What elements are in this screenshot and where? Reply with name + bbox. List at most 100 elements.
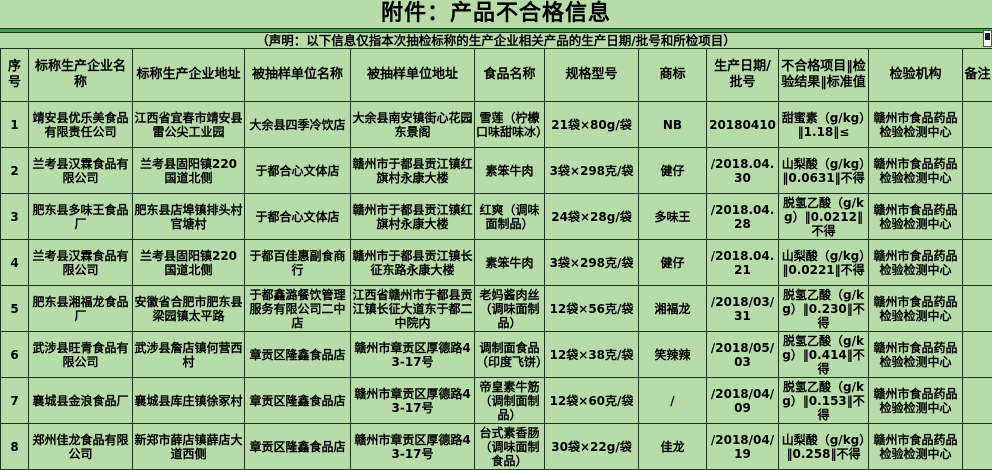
cell-serial: 3 bbox=[1, 194, 29, 240]
cell-sampled-unit-address: 赣州市章贡区厚德路43-17号 bbox=[351, 378, 475, 424]
declaration-text: （声明：以下信息仅指本次抽检标称的生产企业相关产品的生产日期/批号和所检项目） bbox=[0, 33, 992, 48]
cell-remarks bbox=[963, 148, 992, 194]
cell-remarks bbox=[963, 240, 992, 286]
cell-food-name: 帝皇素牛筋（调制面制品） bbox=[475, 378, 545, 424]
cell-serial: 1 bbox=[1, 102, 29, 148]
cell-sampled-unit-name: 于都百佳惠副食商行 bbox=[245, 240, 351, 286]
cell-production-date: /2018/04/09 bbox=[707, 378, 779, 424]
cell-spec-model: 24袋×28g/袋 bbox=[545, 194, 639, 240]
cell-producer-name: 肥东县湘福龙食品厂 bbox=[29, 286, 133, 332]
column-header-producer-address: 标称生产企业地址 bbox=[133, 49, 245, 102]
cell-food-name: 素笨牛肉 bbox=[475, 148, 545, 194]
cell-nonconforming-item: 脱氢乙酸（g/kg）‖0.153‖不得 bbox=[779, 378, 869, 424]
cell-producer-name: 肥东县多味王食品厂 bbox=[29, 194, 133, 240]
cell-nonconforming-item: 脱氢乙酸（g/kg）‖0.230‖不得 bbox=[779, 286, 869, 332]
cell-remarks bbox=[963, 286, 992, 332]
header-row: 序号标称生产企业名称标称生产企业地址被抽样单位名称被抽样单位地址食品名称规格型号… bbox=[1, 49, 992, 102]
cell-producer-address: 兰考县固阳镇220国道北侧 bbox=[133, 148, 245, 194]
cell-production-date: /2018.04.30 bbox=[707, 148, 779, 194]
cell-serial: 2 bbox=[1, 148, 29, 194]
column-header-nonconforming-item: 不合格项目‖检验结果‖标准值 bbox=[779, 49, 869, 102]
cell-inspection-agency: 赣州市食品药品检验检测中心 bbox=[869, 240, 963, 286]
cell-production-date: /2018/05/03 bbox=[707, 332, 779, 378]
cell-producer-name: 兰考县汉霖食品有限公司 bbox=[29, 240, 133, 286]
cell-sampled-unit-name: 章贡区隆鑫食品店 bbox=[245, 332, 351, 378]
cell-serial: 8 bbox=[1, 424, 29, 470]
cell-inspection-agency: 赣州市食品药品检验检测中心 bbox=[869, 102, 963, 148]
column-header-trademark: 商标 bbox=[639, 49, 707, 102]
cell-food-name: 调制面食品（印度飞饼） bbox=[475, 332, 545, 378]
cell-trademark: 多味王 bbox=[639, 194, 707, 240]
scrollbar-thumb[interactable] bbox=[985, 33, 990, 40]
cell-trademark: 笑辣辣 bbox=[639, 332, 707, 378]
cell-spec-model: 12袋×60克/袋 bbox=[545, 378, 639, 424]
cell-inspection-agency: 赣州市食品药品检验检测中心 bbox=[869, 378, 963, 424]
cell-producer-name: 靖安县优乐美食品有限责任公司 bbox=[29, 102, 133, 148]
cell-sampled-unit-name: 章贡区隆鑫食品店 bbox=[245, 378, 351, 424]
cell-sampled-unit-address: 赣州市于都县贡江镇红旗村永康大楼 bbox=[351, 194, 475, 240]
cell-trademark: 健仔 bbox=[639, 240, 707, 286]
scrollbar[interactable] bbox=[983, 30, 992, 47]
cell-producer-address: 安徽省合肥市肥东县梁园镇太平路 bbox=[133, 286, 245, 332]
cell-sampled-unit-name: 于都合心文体店 bbox=[245, 194, 351, 240]
cell-spec-model: 3袋×298克/袋 bbox=[545, 148, 639, 194]
cell-serial: 4 bbox=[1, 240, 29, 286]
cell-trademark: / bbox=[639, 378, 707, 424]
cell-nonconforming-item: 山梨酸（g/kg）‖0.0221‖不得 bbox=[779, 240, 869, 286]
cell-food-name: 雪莲（柠檬口味甜味冰） bbox=[475, 102, 545, 148]
nonconforming-products-table: 序号标称生产企业名称标称生产企业地址被抽样单位名称被抽样单位地址食品名称规格型号… bbox=[0, 48, 992, 470]
cell-remarks bbox=[963, 102, 992, 148]
column-header-serial: 序号 bbox=[1, 49, 29, 102]
cell-nonconforming-item: 甜蜜素（g/kg）‖1.18‖≤ bbox=[779, 102, 869, 148]
cell-remarks bbox=[963, 194, 992, 240]
cell-remarks bbox=[963, 332, 992, 378]
cell-trademark: 湘福龙 bbox=[639, 286, 707, 332]
cell-nonconforming-item: 山梨酸（g/kg）‖0.258‖不得 bbox=[779, 424, 869, 470]
cell-production-date: 20180410 bbox=[707, 102, 779, 148]
cell-producer-address: 襄城县库庄镇徐冢村 bbox=[133, 378, 245, 424]
cell-producer-name: 兰考县汉霖食品有限公司 bbox=[29, 148, 133, 194]
cell-sampled-unit-address: 赣州市于都县贡江镇长征东路永康大楼 bbox=[351, 240, 475, 286]
cell-production-date: /2018.04.28 bbox=[707, 194, 779, 240]
cell-sampled-unit-name: 于都合心文体店 bbox=[245, 148, 351, 194]
cell-producer-name: 郑州佳龙食品有限公司 bbox=[29, 424, 133, 470]
cell-inspection-agency: 赣州市食品药品检验检测中心 bbox=[869, 194, 963, 240]
cell-spec-model: 12袋×38克/袋 bbox=[545, 332, 639, 378]
cell-trademark: 佳龙 bbox=[639, 424, 707, 470]
cell-sampled-unit-address: 江西省赣州市于都县贡江镇长征大道东于都二中院内 bbox=[351, 286, 475, 332]
cell-producer-name: 武涉县旺青食品有限公司 bbox=[29, 332, 133, 378]
column-header-food-name: 食品名称 bbox=[475, 49, 545, 102]
cell-producer-address: 新郑市薛店镇薛店大道西侧 bbox=[133, 424, 245, 470]
cell-food-name: 素笨牛肉 bbox=[475, 240, 545, 286]
cell-inspection-agency: 赣州市食品药品检验检测中心 bbox=[869, 332, 963, 378]
cell-sampled-unit-address: 赣州市于都县贡江镇红旗村永康大楼 bbox=[351, 148, 475, 194]
cell-serial: 6 bbox=[1, 332, 29, 378]
column-header-sampled-unit-name: 被抽样单位名称 bbox=[245, 49, 351, 102]
column-header-remarks: 备注 bbox=[963, 49, 992, 102]
cell-spec-model: 12袋×56克/袋 bbox=[545, 286, 639, 332]
cell-producer-address: 兰考县固阳镇220国道北侧 bbox=[133, 240, 245, 286]
cell-food-name: 老妈酱肉丝（调味面制品） bbox=[475, 286, 545, 332]
column-header-production-date: 生产日期/批号 bbox=[707, 49, 779, 102]
cell-sampled-unit-name: 章贡区隆鑫食品店 bbox=[245, 424, 351, 470]
cell-production-date: /2018.04.21 bbox=[707, 240, 779, 286]
cell-spec-model: 30袋×22g/袋 bbox=[545, 424, 639, 470]
cell-serial: 5 bbox=[1, 286, 29, 332]
cell-nonconforming-item: 山梨酸（g/kg）‖0.0631‖不得 bbox=[779, 148, 869, 194]
cell-serial: 7 bbox=[1, 378, 29, 424]
cell-spec-model: 21袋×80g/袋 bbox=[545, 102, 639, 148]
cell-production-date: /2018/03/31 bbox=[707, 286, 779, 332]
cell-sampled-unit-address: 赣州市章贡区厚德路43-17号 bbox=[351, 424, 475, 470]
cell-remarks bbox=[963, 378, 992, 424]
column-header-producer-name: 标称生产企业名称 bbox=[29, 49, 133, 102]
column-header-spec-model: 规格型号 bbox=[545, 49, 639, 102]
column-header-sampled-unit-address: 被抽样单位地址 bbox=[351, 49, 475, 102]
